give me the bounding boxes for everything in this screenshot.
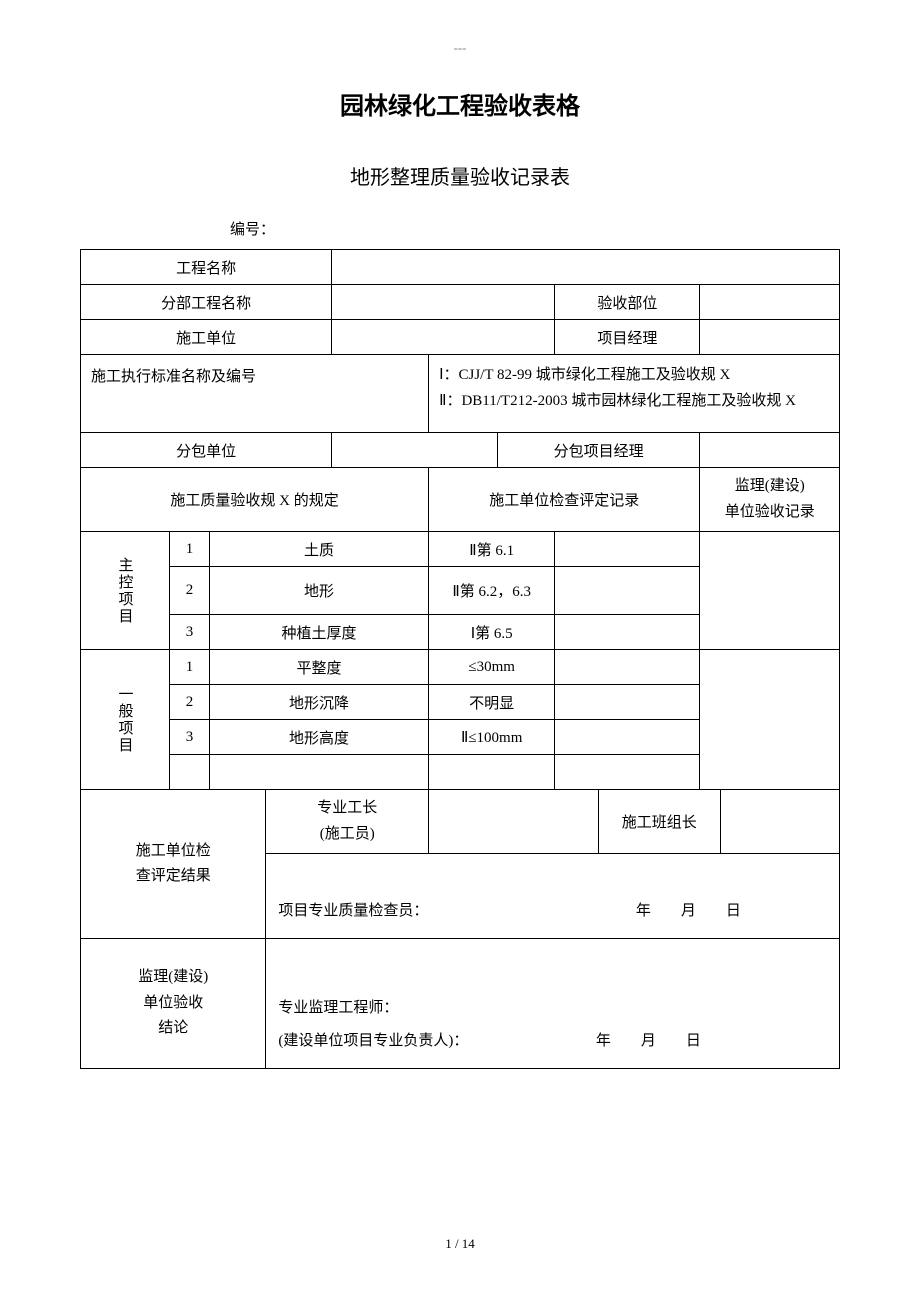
general-item-name: 地形沉降	[209, 685, 428, 720]
main-item-name: 地形	[209, 567, 428, 615]
general-item-check[interactable]	[555, 720, 700, 755]
general-item-check[interactable]	[555, 650, 700, 685]
field-constructor[interactable]	[332, 320, 555, 355]
label-accept-part: 验收部位	[555, 285, 700, 320]
main-item-check[interactable]	[555, 532, 700, 567]
field-foreman[interactable]	[429, 790, 599, 854]
label-main-control: 主控项目	[81, 532, 170, 650]
quality-inspector-label: 项目专业质量检查员：	[278, 903, 428, 919]
field-accept-part[interactable]	[700, 285, 840, 320]
standard-line-1: Ⅰ：CJJ/T 82-99 城市绿化工程施工及验收规 X	[439, 363, 831, 389]
general-item-supervisor[interactable]	[700, 650, 840, 790]
general-item-name-blank	[209, 755, 428, 790]
field-standard-content: Ⅰ：CJJ/T 82-99 城市绿化工程施工及验收规 X Ⅱ：DB11/T212…	[429, 355, 840, 433]
label-sub-pm: 分包项目经理	[497, 433, 700, 468]
label-project-name: 工程名称	[81, 250, 332, 285]
check-result-l1: 施工单位检	[89, 839, 257, 865]
foreman-l1: 专业工长	[274, 796, 420, 822]
general-item-no: 1	[170, 650, 210, 685]
label-check-result: 施工单位检 查评定结果	[81, 790, 266, 939]
label-constructor: 施工单位	[81, 320, 332, 355]
label-standard: 施工执行标准名称及编号	[81, 355, 429, 433]
label-foreman: 专业工长 (施工员)	[266, 790, 429, 854]
standard-line-2: Ⅱ：DB11/T212-2003 城市园林绿化工程施工及验收规 X	[439, 389, 831, 415]
foreman-l2: (施工员)	[274, 822, 420, 848]
label-sub-project-name: 分部工程名称	[81, 285, 332, 320]
main-item-ref: Ⅱ第 6.2，6.3	[429, 567, 555, 615]
general-item-ref: 不明显	[429, 685, 555, 720]
label-subcontractor: 分包单位	[81, 433, 332, 468]
field-quality-inspector[interactable]: 项目专业质量检查员： 年 月 日	[266, 854, 840, 939]
field-team-leader[interactable]	[720, 790, 839, 854]
field-project-manager[interactable]	[700, 320, 840, 355]
header-mark: ---	[80, 40, 840, 56]
build-unit-resp-label: (建设单位项目专业负责人)：	[278, 1033, 468, 1049]
main-item-no: 1	[170, 532, 210, 567]
main-item-supervisor[interactable]	[700, 532, 840, 650]
supervisor-conclusion-l1: 监理(建设)	[89, 965, 257, 991]
supervisor-record-l1: 监理(建设)	[708, 474, 831, 500]
main-item-name: 土质	[209, 532, 428, 567]
check-result-l2: 查评定结果	[89, 864, 257, 890]
general-item-no: 2	[170, 685, 210, 720]
supervisor-eng-label: 专业监理工程师：	[278, 992, 827, 1025]
general-item-name: 平整度	[209, 650, 428, 685]
supervisor-record-l2: 单位验收记录	[708, 500, 831, 526]
general-item-check-blank[interactable]	[555, 755, 700, 790]
label-supervisor-conclusion: 监理(建设) 单位验收 结论	[81, 939, 266, 1069]
general-item-check[interactable]	[555, 685, 700, 720]
label-general-item: 一般项目	[81, 650, 170, 790]
label-unit-check-record: 施工单位检查评定记录	[429, 468, 700, 532]
page-sub-title: 地形整理质量验收记录表	[80, 161, 840, 190]
general-item-no-blank	[170, 755, 210, 790]
serial-number-label: 编号：	[80, 218, 840, 239]
general-item-ref: Ⅱ≤100mm	[429, 720, 555, 755]
date-label-2: 年 月 日	[596, 1033, 701, 1049]
field-supervisor-conclusion[interactable]: 专业监理工程师： (建设单位项目专业负责人)： 年 月 日	[266, 939, 840, 1069]
field-subcontractor[interactable]	[332, 433, 498, 468]
main-item-ref: Ⅰ第 6.5	[429, 615, 555, 650]
main-item-check[interactable]	[555, 615, 700, 650]
field-sub-pm[interactable]	[700, 433, 840, 468]
main-item-name: 种植土厚度	[209, 615, 428, 650]
general-item-name: 地形高度	[209, 720, 428, 755]
main-item-ref: Ⅱ第 6.1	[429, 532, 555, 567]
main-item-no: 2	[170, 567, 210, 615]
date-label: 年 月 日	[636, 903, 741, 919]
page-main-title: 园林绿化工程验收表格	[80, 86, 840, 121]
field-sub-project-name[interactable]	[332, 285, 555, 320]
label-quality-rule: 施工质量验收规 X 的规定	[81, 468, 429, 532]
general-item-ref: ≤30mm	[429, 650, 555, 685]
page-footer: 1 / 14	[0, 1236, 920, 1252]
general-item-ref-blank	[429, 755, 555, 790]
general-item-no: 3	[170, 720, 210, 755]
acceptance-form-table: 工程名称 分部工程名称 验收部位 施工单位 项目经理 施工执行标准名称及编号 Ⅰ…	[80, 249, 840, 1069]
supervisor-conclusion-l2: 单位验收	[89, 991, 257, 1017]
label-supervisor-record: 监理(建设) 单位验收记录	[700, 468, 840, 532]
main-item-no: 3	[170, 615, 210, 650]
label-project-manager: 项目经理	[555, 320, 700, 355]
label-team-leader: 施工班组长	[599, 790, 720, 854]
supervisor-conclusion-l3: 结论	[89, 1016, 257, 1042]
field-project-name[interactable]	[332, 250, 840, 285]
main-item-check[interactable]	[555, 567, 700, 615]
